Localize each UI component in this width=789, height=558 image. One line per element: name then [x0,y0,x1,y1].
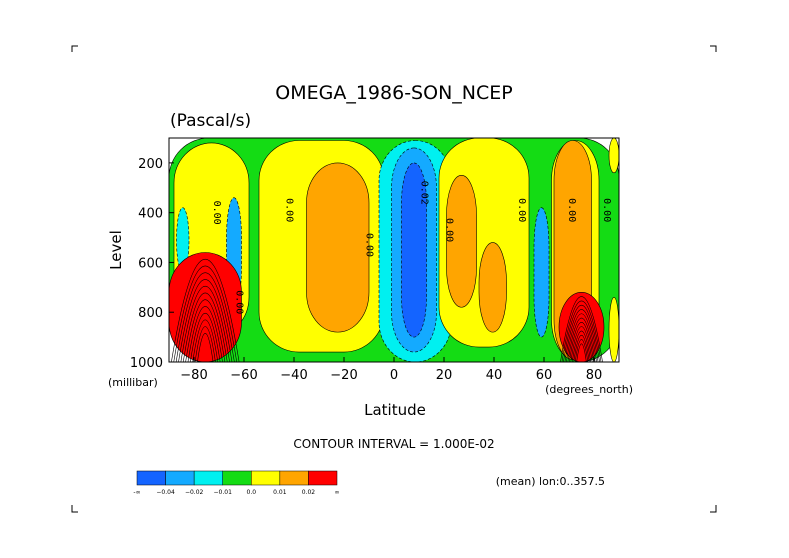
y-tick-label: 1000 [130,356,163,371]
x-tick-label: −80 [180,368,207,383]
y-axis-label: Level [107,230,125,270]
colorbar-swatch [193,470,223,486]
contour-label: 0.00 [284,198,295,222]
colorbar-label: 0.02 [302,489,316,496]
contour-region [478,242,507,333]
contour-region [608,138,619,174]
y-axis-units: (millibar) [108,376,158,389]
contour-label: 0.00 [516,198,527,222]
colorbar-swatch [308,470,338,486]
colorbar-label: −0.04 [156,489,175,496]
y-tick-label: 800 [138,306,163,321]
chart-title: OMEGA_1986-SON_NCEP [275,82,512,104]
colorbar-label: -∞ [133,489,140,496]
contour-region [401,162,427,338]
colorbar-end-label: ∞ [335,489,340,496]
mean-lon-text: (mean) lon:0..357.5 [496,475,605,488]
y-tick-label: 200 [138,157,163,172]
x-tick-label: −20 [330,368,357,383]
contour-region [169,252,242,362]
x-tick-label: 80 [586,368,603,383]
colorbar-swatch [251,470,281,486]
colorbar-label: −0.01 [214,489,233,496]
corner-marks [71,45,717,513]
contour-label: 0.00 [444,218,455,242]
colorbar-label: 0.0 [247,489,257,496]
colorbar-label: 0.01 [273,489,287,496]
contour-region [558,292,605,362]
x-tick-label: 0 [390,368,398,383]
x-tick-label: −60 [230,368,257,383]
y-tick-label: 400 [138,207,163,222]
x-tick-label: 20 [436,368,453,383]
y-tick-label: 600 [138,256,163,271]
contour-label: 0.00 [234,290,245,314]
chart-units: (Pascal/s) [170,111,251,131]
x-axis: −80 −60 −40 −20 0 20 40 60 80 [180,357,602,383]
contour-label: 0.00 [364,233,375,257]
contour-interval-text: CONTOUR INTERVAL = 1.000E-02 [293,437,494,451]
colorbar-swatch [165,470,195,486]
contour-label: 0.00 [211,201,222,225]
contour-region [608,296,619,362]
colorbar: -∞ −0.04 −0.02 −0.01 0.0 0.01 0.02 ∞ [133,470,340,496]
contour-label: 0.02 [419,181,430,205]
colorbar-label: −0.02 [185,489,204,496]
y-axis: 200 400 600 800 1000 [130,157,174,371]
contour-region [306,162,370,333]
x-tick-label: 40 [486,368,503,383]
x-tick-label: −40 [280,368,307,383]
contour-region [533,207,550,338]
x-axis-units: (degrees_north) [545,383,633,396]
red-core-contours-north [560,296,603,362]
colorbar-swatch [222,470,252,486]
contour-label: 0.00 [566,198,577,222]
contour-field: 0.00 0.00 0.00 0.00 0.02 0.00 0.00 0.00 0.00 [169,138,619,362]
colorbar-swatch [136,470,166,486]
x-axis-label: Latitude [364,401,426,419]
contour-label: 0.00 [601,198,612,222]
colorbar-swatch [279,470,309,486]
plot-area: 0.00 0.00 0.00 0.00 0.02 0.00 0.00 0.00 0.00 [168,137,620,363]
contour-region [446,175,477,308]
x-tick-label: 60 [536,368,553,383]
